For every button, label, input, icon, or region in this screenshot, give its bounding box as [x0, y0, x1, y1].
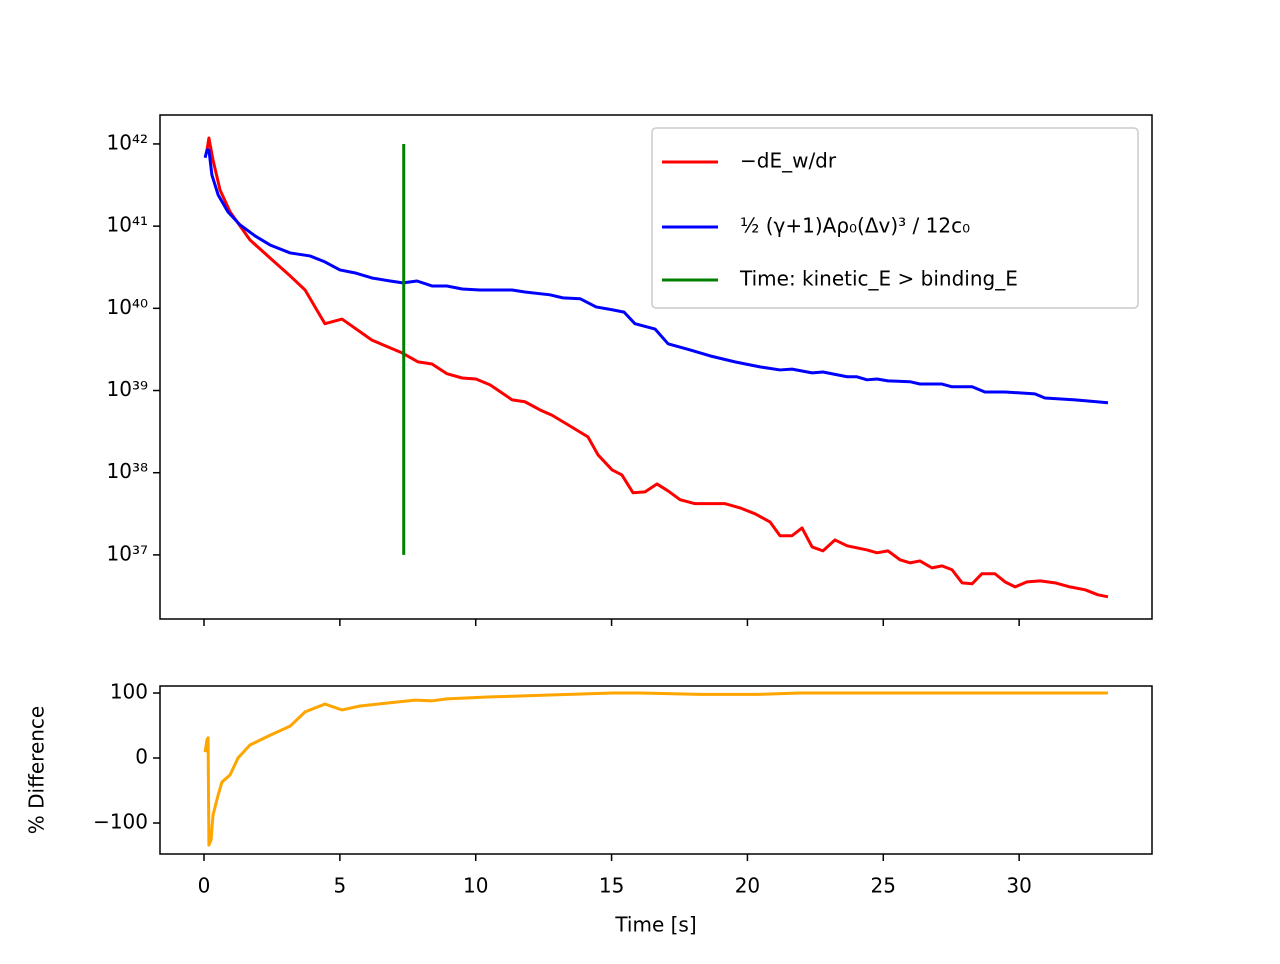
x-tick-label: 20 — [735, 874, 760, 898]
y-axis-label: % Difference — [25, 706, 49, 834]
y-tick-label: 10³⁹ — [107, 377, 148, 401]
x-tick-label: 10 — [463, 874, 488, 898]
series-line — [205, 136, 1109, 599]
axes-frame — [159, 114, 1153, 620]
y-tick-label: 0 — [135, 745, 148, 769]
x-axis-label: Time [s] — [614, 913, 696, 937]
x-tick-label: 5 — [334, 874, 347, 898]
legend-label: Time: kinetic_E > binding_E — [739, 267, 1018, 291]
x-tick-label: 25 — [871, 874, 896, 898]
series-line — [203, 691, 1108, 847]
y-tick-label: 10³⁷ — [107, 541, 148, 565]
x-tick-label: 0 — [198, 874, 211, 898]
y-tick-label: 10⁴¹ — [107, 213, 148, 237]
legend-label: ½ (γ+1)Aρ₀(Δv)³ / 12c₀ — [740, 214, 970, 238]
axes-frame — [159, 685, 1153, 855]
y-tick-label: 10⁴² — [107, 130, 148, 154]
x-tick-label: 30 — [1006, 874, 1031, 898]
legend-box — [651, 127, 1139, 309]
y-tick-label: −100 — [93, 809, 148, 833]
y-tick-label: 10⁴⁰ — [107, 295, 148, 319]
y-tick-label: 100 — [110, 680, 148, 704]
x-tick-label: 15 — [599, 874, 624, 898]
y-tick-label: 10³⁸ — [107, 459, 148, 483]
legend-label: −dE_w/dr — [740, 149, 837, 173]
series-line — [203, 148, 1109, 405]
